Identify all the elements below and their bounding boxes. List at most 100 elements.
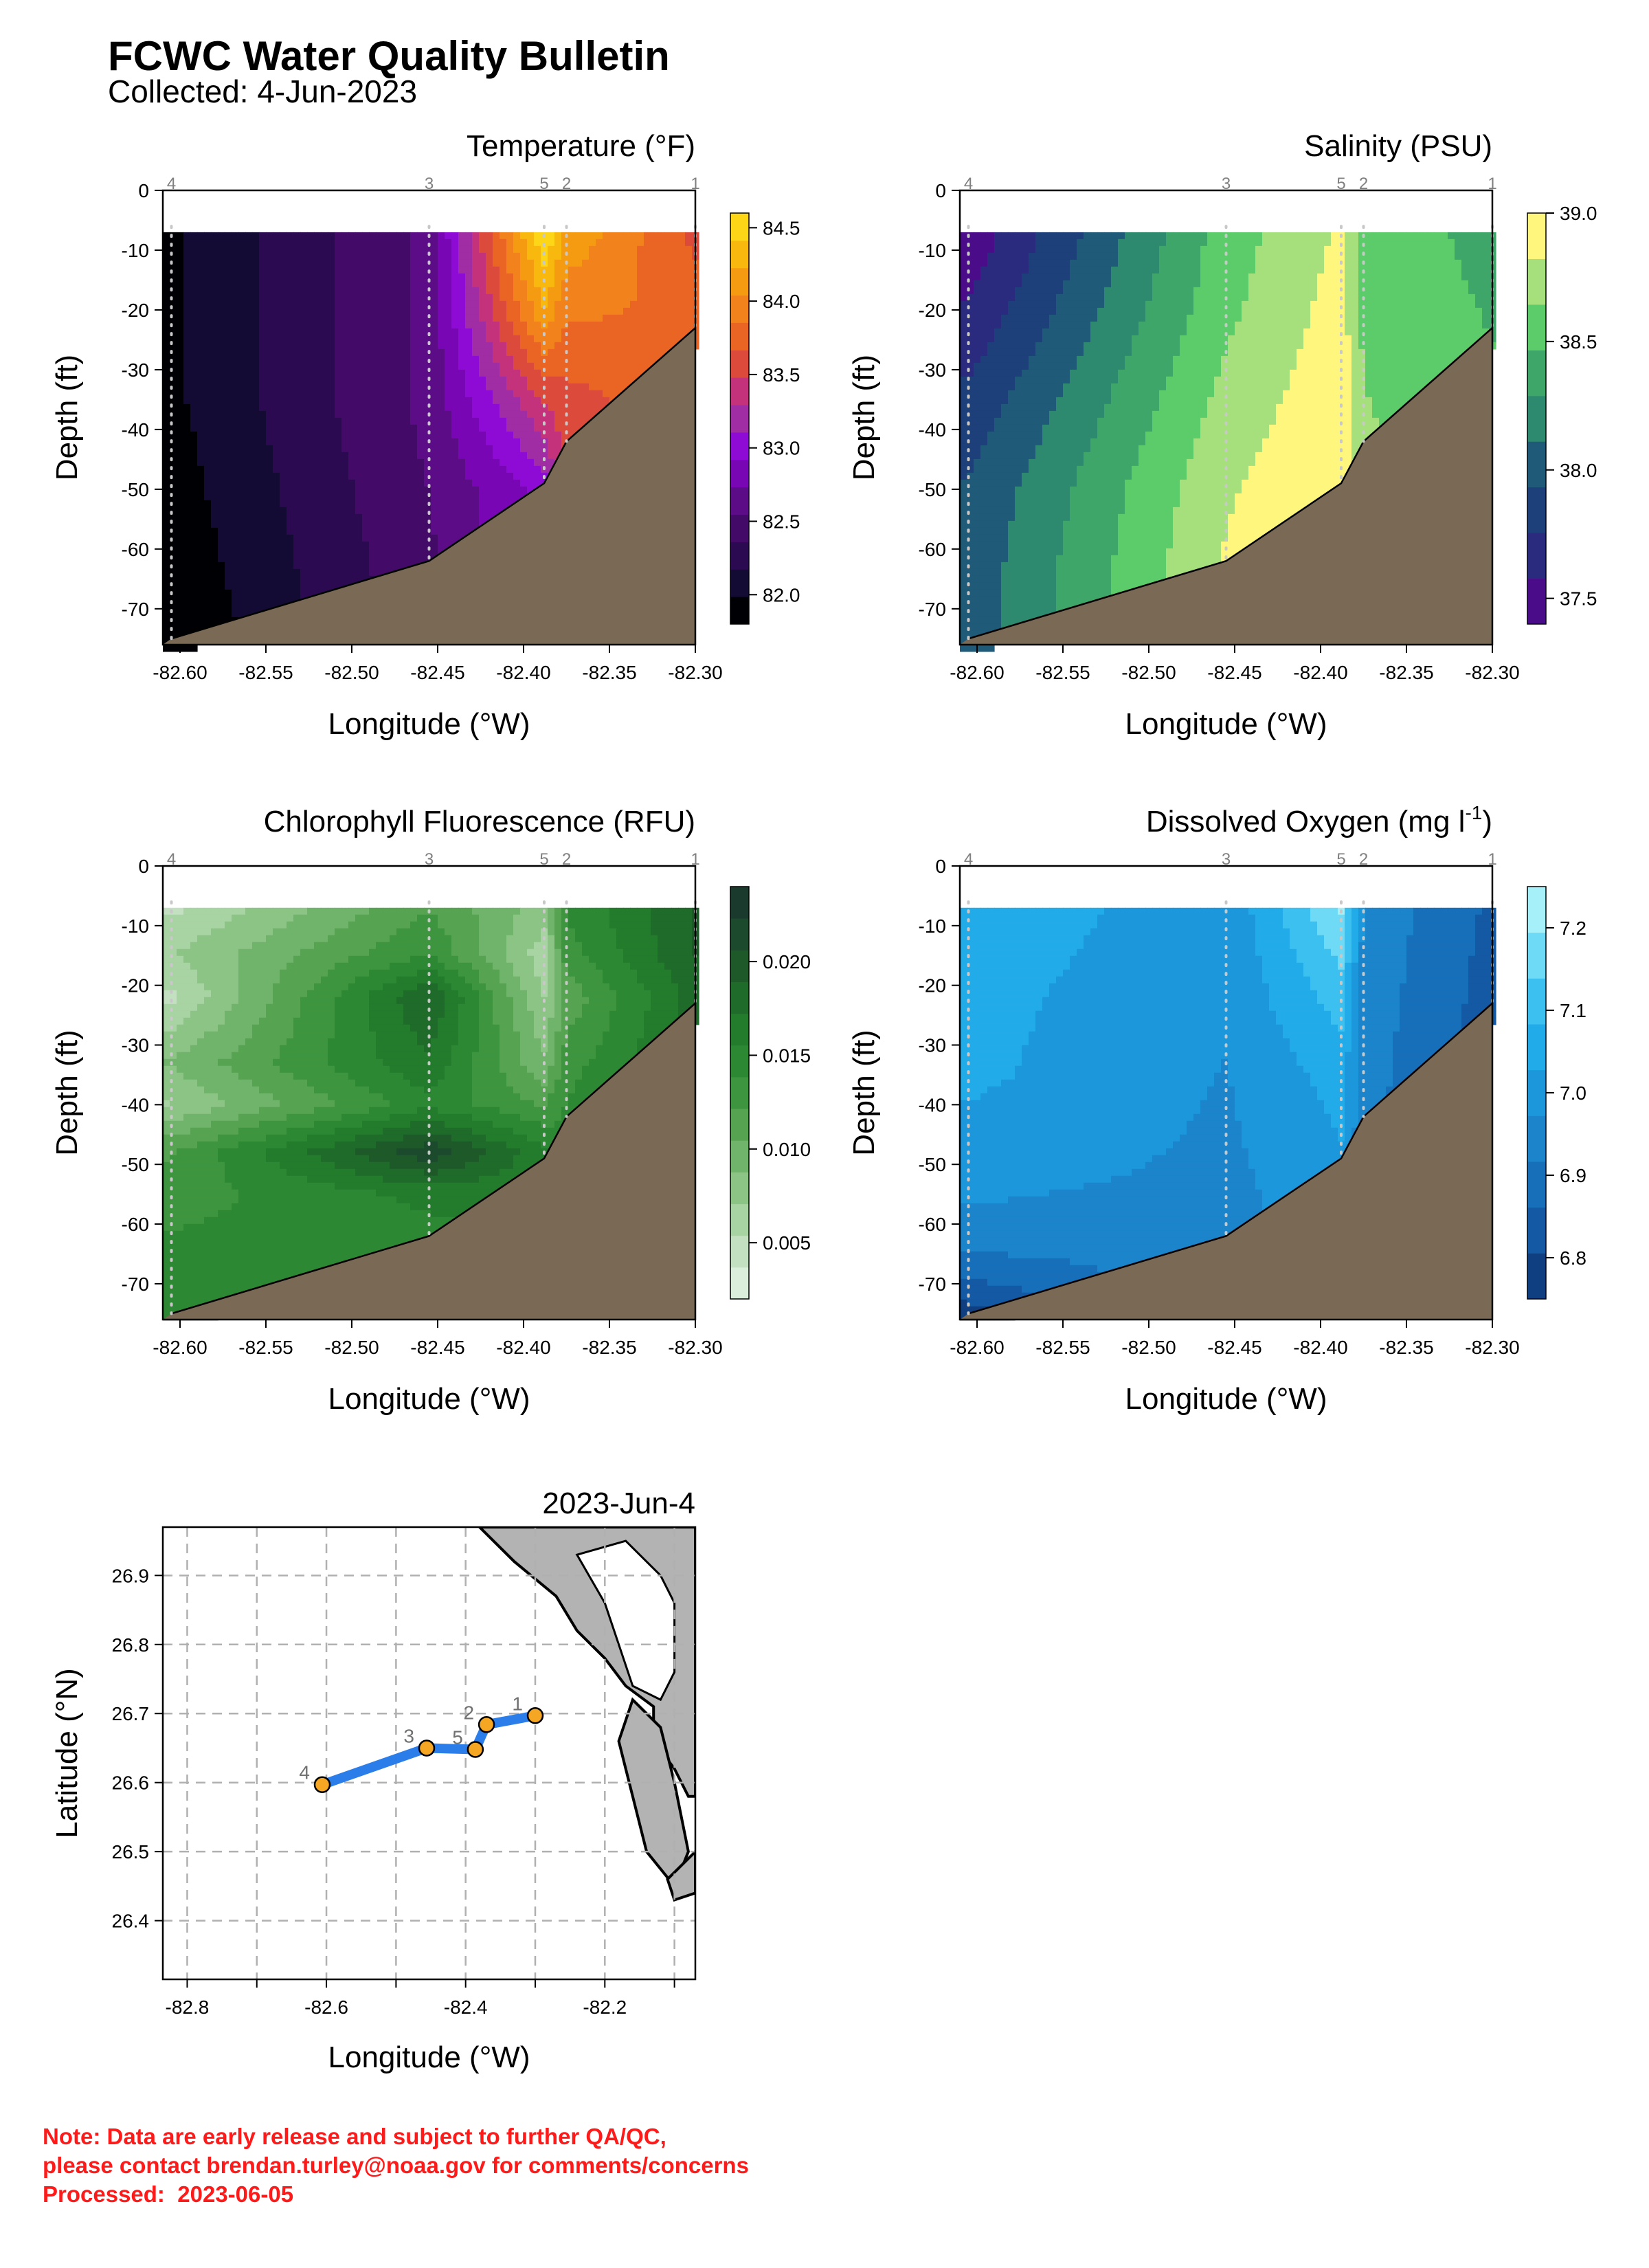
field-cell	[1063, 300, 1070, 309]
field-cell	[211, 603, 218, 611]
field-cell	[280, 424, 287, 432]
field-cell	[1042, 479, 1050, 487]
field-cell	[383, 548, 390, 556]
field-cell	[1015, 424, 1022, 432]
field-cell	[341, 376, 349, 384]
field-cell	[513, 431, 521, 439]
field-cell	[417, 238, 425, 247]
field-cell	[1015, 410, 1022, 419]
field-cell	[1077, 507, 1084, 515]
field-cell	[376, 493, 383, 501]
field-cell	[1111, 245, 1119, 254]
field-cell	[1084, 342, 1091, 350]
field-cell	[1049, 355, 1057, 364]
field-cell	[362, 293, 370, 302]
field-cell	[980, 383, 988, 391]
field-cell	[287, 472, 294, 480]
field-cell	[486, 403, 493, 412]
field-cell	[163, 472, 170, 480]
field-cell	[197, 424, 205, 432]
field-cell	[197, 562, 205, 570]
field-cell	[355, 500, 363, 508]
field-cell	[465, 431, 473, 439]
field-cell	[1008, 287, 1016, 295]
field-cell	[348, 500, 356, 508]
field-cell	[190, 280, 198, 288]
field-cell	[376, 452, 383, 460]
field-cell	[287, 424, 294, 432]
field-cell	[417, 342, 425, 350]
field-cell	[410, 465, 418, 474]
field-cell	[616, 362, 624, 370]
field-cell	[328, 527, 335, 535]
field-cell	[548, 266, 555, 274]
field-cell	[980, 238, 988, 247]
field-cell	[369, 493, 377, 501]
field-cell	[417, 452, 425, 460]
field-cell	[671, 232, 679, 240]
field-cell	[170, 507, 177, 515]
field-cell	[238, 403, 246, 412]
field-cell	[1008, 616, 1016, 625]
field-cell	[1084, 562, 1091, 570]
field-cell	[362, 555, 370, 563]
field-cell	[527, 458, 535, 467]
field-cell	[314, 355, 322, 364]
field-cell	[273, 342, 280, 350]
field-cell	[252, 321, 260, 329]
field-cell	[458, 245, 466, 254]
field-cell	[177, 575, 184, 583]
field-cell	[1049, 383, 1057, 391]
field-cell	[1070, 376, 1077, 384]
field-cell	[170, 369, 177, 377]
field-cell	[211, 321, 218, 329]
field-cell	[513, 390, 521, 398]
field-cell	[403, 445, 411, 453]
field-cell	[1049, 562, 1057, 570]
field-cell	[451, 397, 459, 405]
field-cell	[1077, 266, 1084, 274]
field-cell	[974, 342, 981, 350]
field-cell	[987, 568, 995, 577]
colorbar-swatch	[730, 569, 749, 597]
field-cell	[980, 280, 988, 288]
field-cell	[445, 397, 452, 405]
field-cell	[1049, 252, 1057, 260]
field-cell	[671, 321, 679, 329]
field-cell	[328, 355, 335, 364]
field-cell	[1029, 238, 1036, 247]
field-cell	[245, 259, 253, 267]
field-cell	[383, 390, 390, 398]
field-cell	[403, 293, 411, 302]
field-cell	[280, 383, 287, 391]
field-cell	[609, 238, 617, 247]
field-cell	[1077, 273, 1084, 281]
field-cell	[177, 630, 184, 638]
field-cell	[355, 321, 363, 329]
field-cell	[321, 293, 328, 302]
field-cell	[410, 520, 418, 529]
field-cell	[1008, 307, 1016, 315]
field-cell	[177, 383, 184, 391]
field-cell	[458, 252, 466, 260]
field-cell	[500, 486, 507, 494]
field-cell	[266, 562, 273, 570]
field-cell	[974, 562, 981, 570]
field-cell	[1029, 486, 1036, 494]
field-cell	[245, 445, 253, 453]
field-cell	[341, 355, 349, 364]
field-cell	[348, 321, 356, 329]
field-cell	[541, 328, 548, 336]
field-cell	[218, 383, 225, 391]
field-cell	[376, 259, 383, 267]
field-cell	[321, 486, 328, 494]
field-cell	[218, 555, 225, 563]
field-cell	[534, 458, 541, 467]
field-cell	[465, 390, 473, 398]
field-cell	[190, 610, 198, 618]
field-cell	[987, 383, 995, 391]
field-cell	[980, 342, 988, 350]
field-cell	[1049, 307, 1057, 315]
field-cell	[1111, 403, 1119, 412]
field-cell	[1090, 527, 1098, 535]
